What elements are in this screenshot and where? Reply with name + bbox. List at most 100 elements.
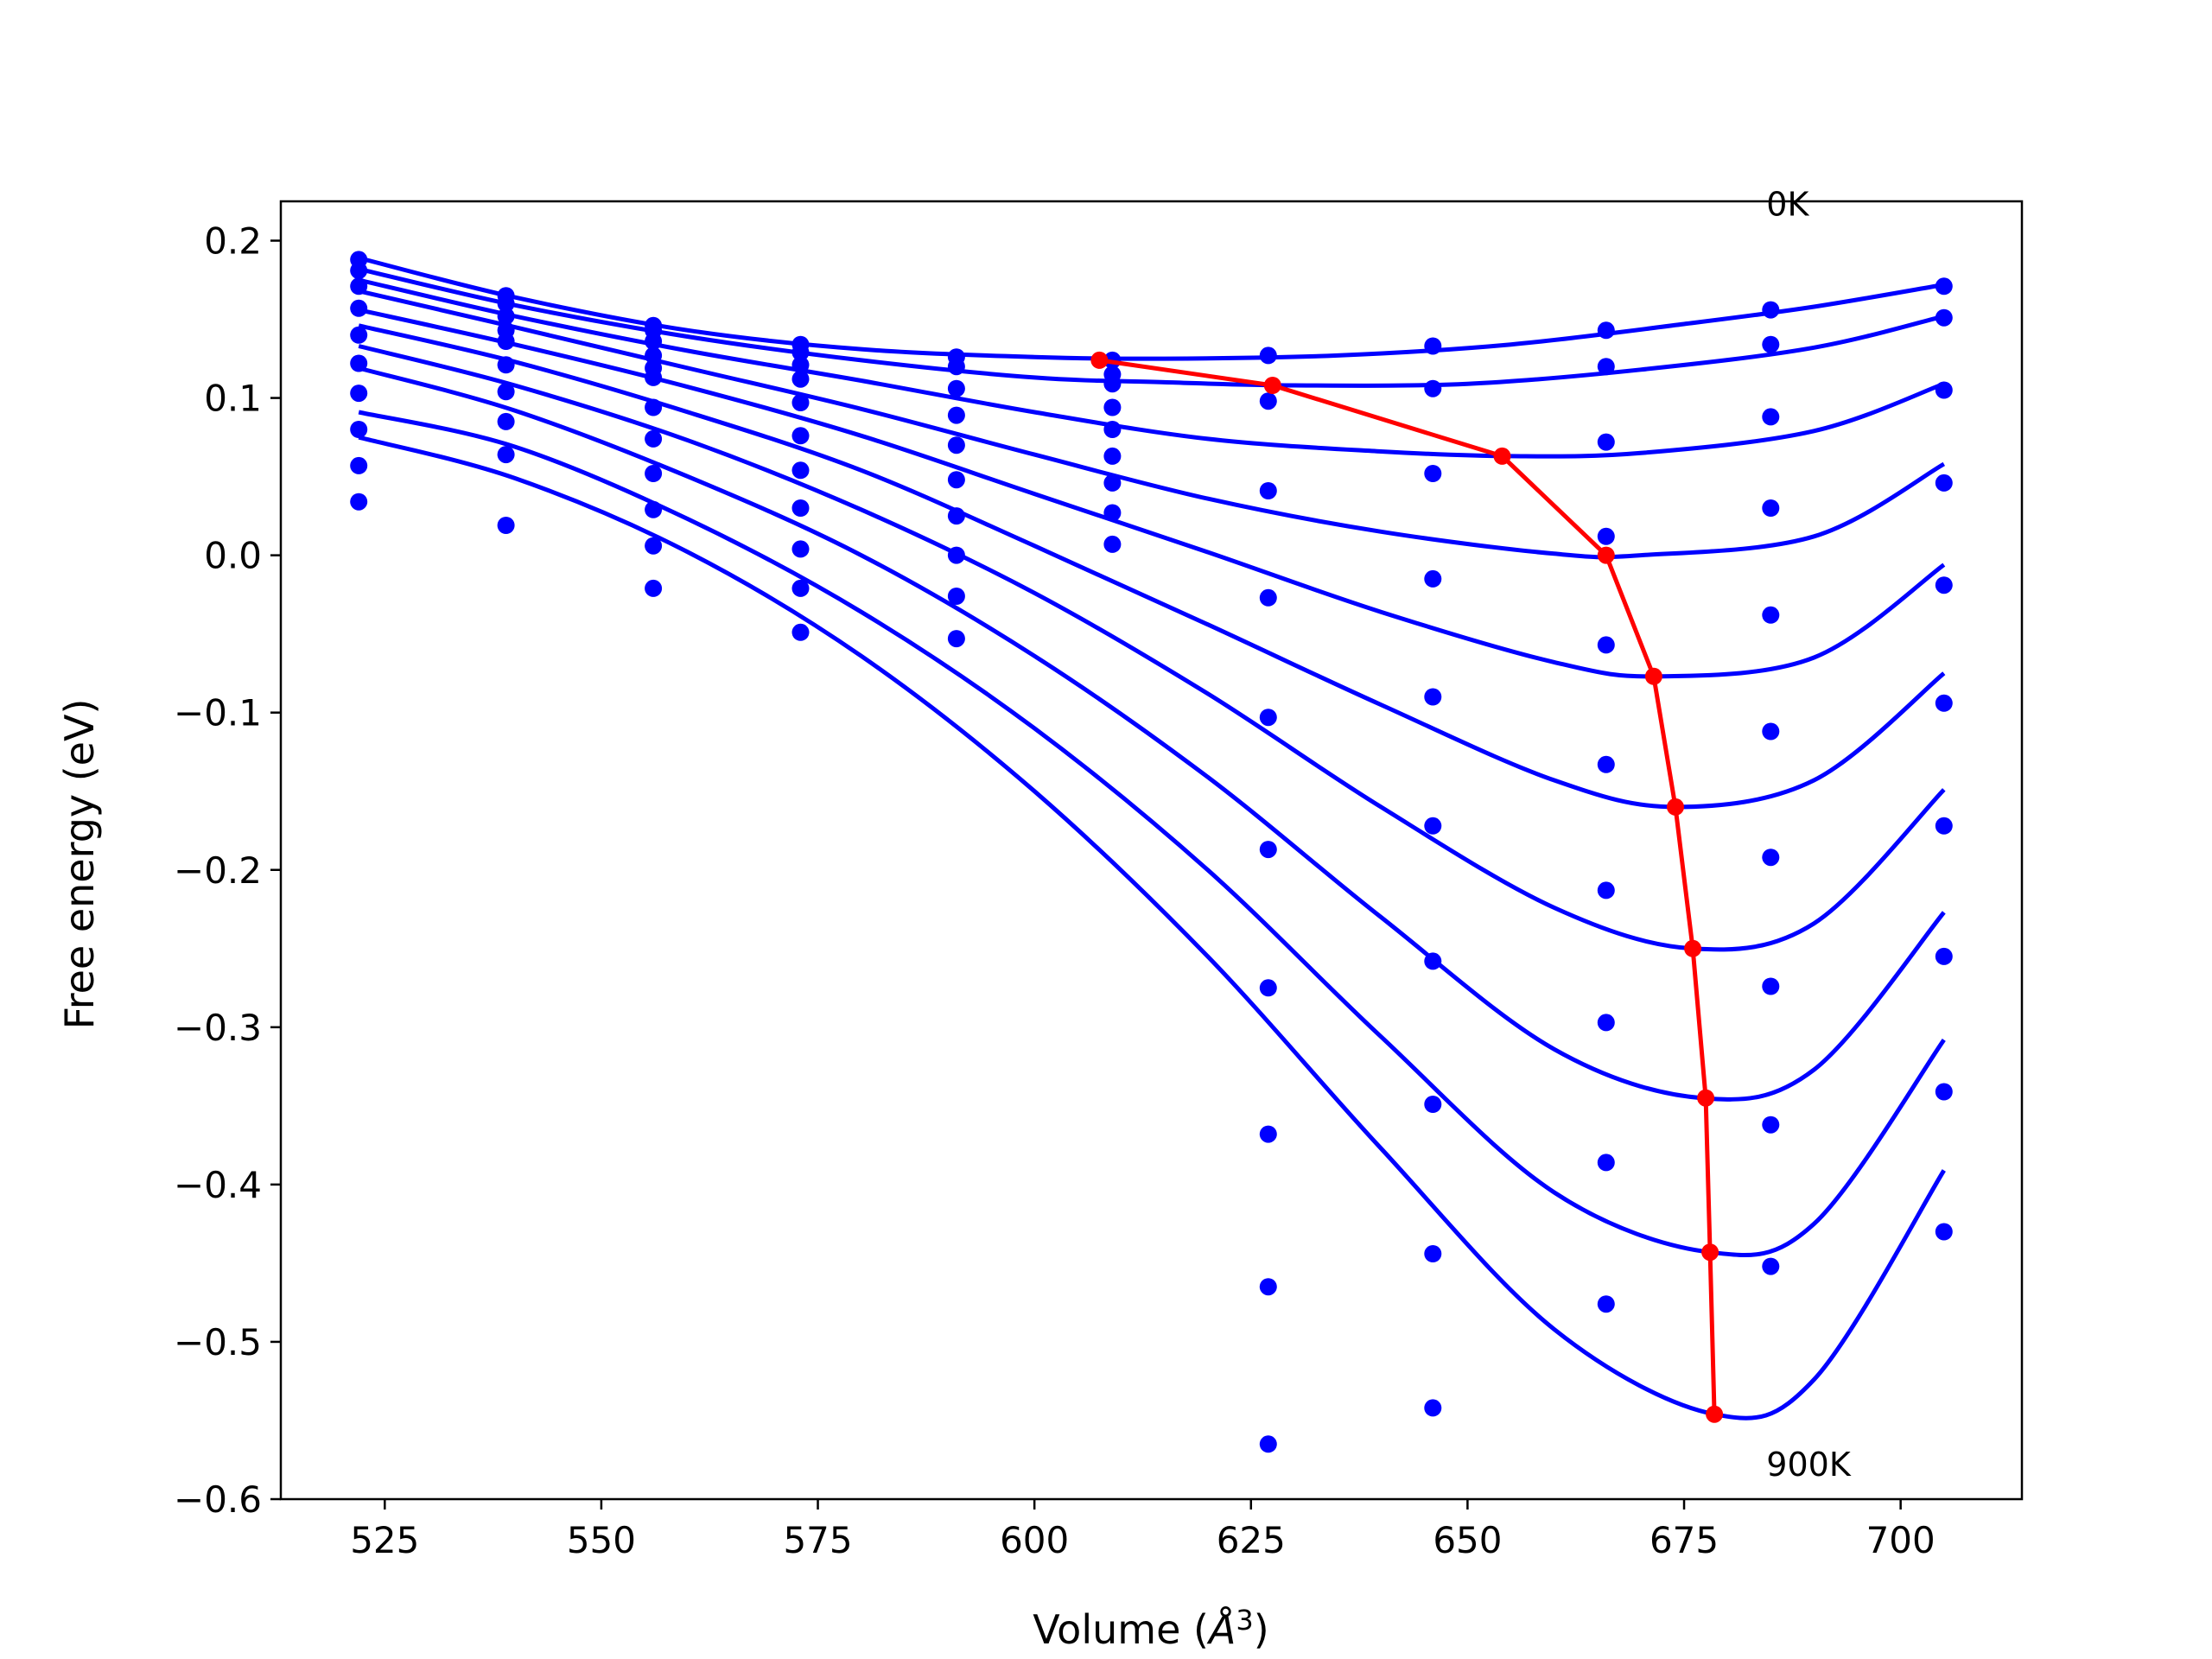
data-point	[645, 429, 663, 448]
minimum-path-line	[1099, 358, 1717, 1414]
data-point	[350, 354, 368, 372]
minimum-point	[1263, 377, 1281, 394]
data-point	[1762, 849, 1780, 867]
data-point	[1935, 1223, 1953, 1241]
data-point	[1762, 722, 1780, 741]
y-tick-label: 0.0	[204, 535, 262, 577]
x-tick-label: 550	[567, 1519, 636, 1561]
data-point	[1762, 499, 1780, 517]
fit-curve-4	[358, 308, 1946, 679]
data-point	[1259, 1435, 1277, 1453]
data-point	[1424, 952, 1442, 970]
data-point	[791, 394, 810, 411]
data-point	[1424, 465, 1442, 482]
data-point	[947, 379, 965, 397]
data-point	[1597, 636, 1615, 654]
x-axis-label-suffix: )	[1254, 1606, 1269, 1653]
data-point	[497, 307, 515, 325]
data-point	[350, 456, 368, 474]
x-tick-label: 650	[1433, 1519, 1502, 1561]
data-point	[1597, 1295, 1615, 1313]
x-axis-label-exponent: 3	[1236, 1604, 1253, 1637]
data-point	[645, 333, 663, 350]
x-tick-label: 625	[1217, 1519, 1286, 1561]
minimum-point	[1644, 667, 1662, 685]
data-point	[1935, 694, 1953, 712]
y-tick-label: 0.2	[204, 220, 262, 263]
fit-curve-7	[358, 365, 1946, 1102]
data-point	[947, 546, 965, 564]
data-point	[350, 277, 368, 296]
data-point	[791, 343, 810, 361]
data-point	[947, 507, 965, 525]
data-point	[497, 383, 515, 401]
data-point	[1424, 379, 1442, 397]
data-point	[497, 295, 515, 313]
data-point	[350, 326, 368, 344]
data-point	[1424, 817, 1442, 835]
data-point	[1762, 408, 1780, 426]
data-point	[1762, 335, 1780, 353]
fit-curve-0	[358, 256, 1945, 361]
minimum-point	[1684, 939, 1702, 957]
data-point	[645, 368, 663, 386]
minimum-point	[1701, 1243, 1719, 1262]
data-point	[1259, 482, 1277, 499]
data-point	[497, 517, 515, 534]
fit-curve-3	[358, 289, 1946, 560]
data-point	[1259, 588, 1277, 607]
axis-ticks: 525 550 575 600 625 650 675 700 −0.6 −0.5 −0.4 −0.3…	[174, 220, 1936, 1561]
data-point	[791, 623, 810, 641]
fit-curve-6	[358, 344, 1946, 952]
data-point	[1935, 947, 1953, 965]
minimum-point	[1706, 1405, 1724, 1423]
y-tick-label: −0.2	[174, 849, 262, 892]
data-point	[947, 471, 965, 489]
minimum-point	[1493, 447, 1511, 465]
data-point	[497, 446, 515, 464]
y-tick-label: −0.4	[174, 1164, 262, 1206]
fit-curve-9	[358, 435, 1946, 1421]
data-point	[791, 499, 810, 517]
data-point	[947, 630, 965, 648]
data-point	[947, 406, 965, 424]
data-point	[350, 421, 368, 438]
data-point	[645, 537, 663, 555]
data-point	[1424, 1096, 1442, 1113]
data-point	[947, 436, 965, 454]
data-point	[1259, 346, 1277, 365]
data-point	[1259, 392, 1277, 410]
data-point	[1762, 606, 1780, 624]
data-point	[1762, 1257, 1780, 1275]
data-point	[645, 398, 663, 416]
x-axis-label-prefix: Volume (	[1033, 1606, 1209, 1653]
x-axis-label-unit: Å	[1206, 1606, 1236, 1653]
data-point	[1103, 421, 1122, 438]
data-point	[497, 356, 515, 374]
data-point	[1935, 277, 1953, 296]
data-point	[1259, 709, 1277, 727]
data-point	[645, 500, 663, 518]
data-point	[497, 333, 515, 350]
data-point	[1424, 688, 1442, 706]
data-point	[1597, 321, 1615, 340]
data-point	[350, 262, 368, 280]
data-point	[1103, 535, 1122, 553]
data-point	[791, 356, 810, 374]
annotation-0k: 0K	[1766, 186, 1809, 224]
minimum-point	[1090, 351, 1109, 369]
data-point	[1935, 474, 1953, 492]
data-point	[645, 465, 663, 482]
x-tick-label: 675	[1649, 1519, 1719, 1561]
data-point	[1762, 301, 1780, 319]
annotation-900k: 900K	[1766, 1446, 1852, 1484]
x-tick-label: 700	[1866, 1519, 1936, 1561]
x-tick-label: 525	[350, 1519, 419, 1561]
y-axis-label: Free energy (eV)	[56, 699, 103, 1030]
data-point	[1424, 1399, 1442, 1417]
fit-curve-2	[358, 277, 1945, 459]
fit-curve-1	[358, 266, 1945, 388]
data-point	[791, 579, 810, 597]
